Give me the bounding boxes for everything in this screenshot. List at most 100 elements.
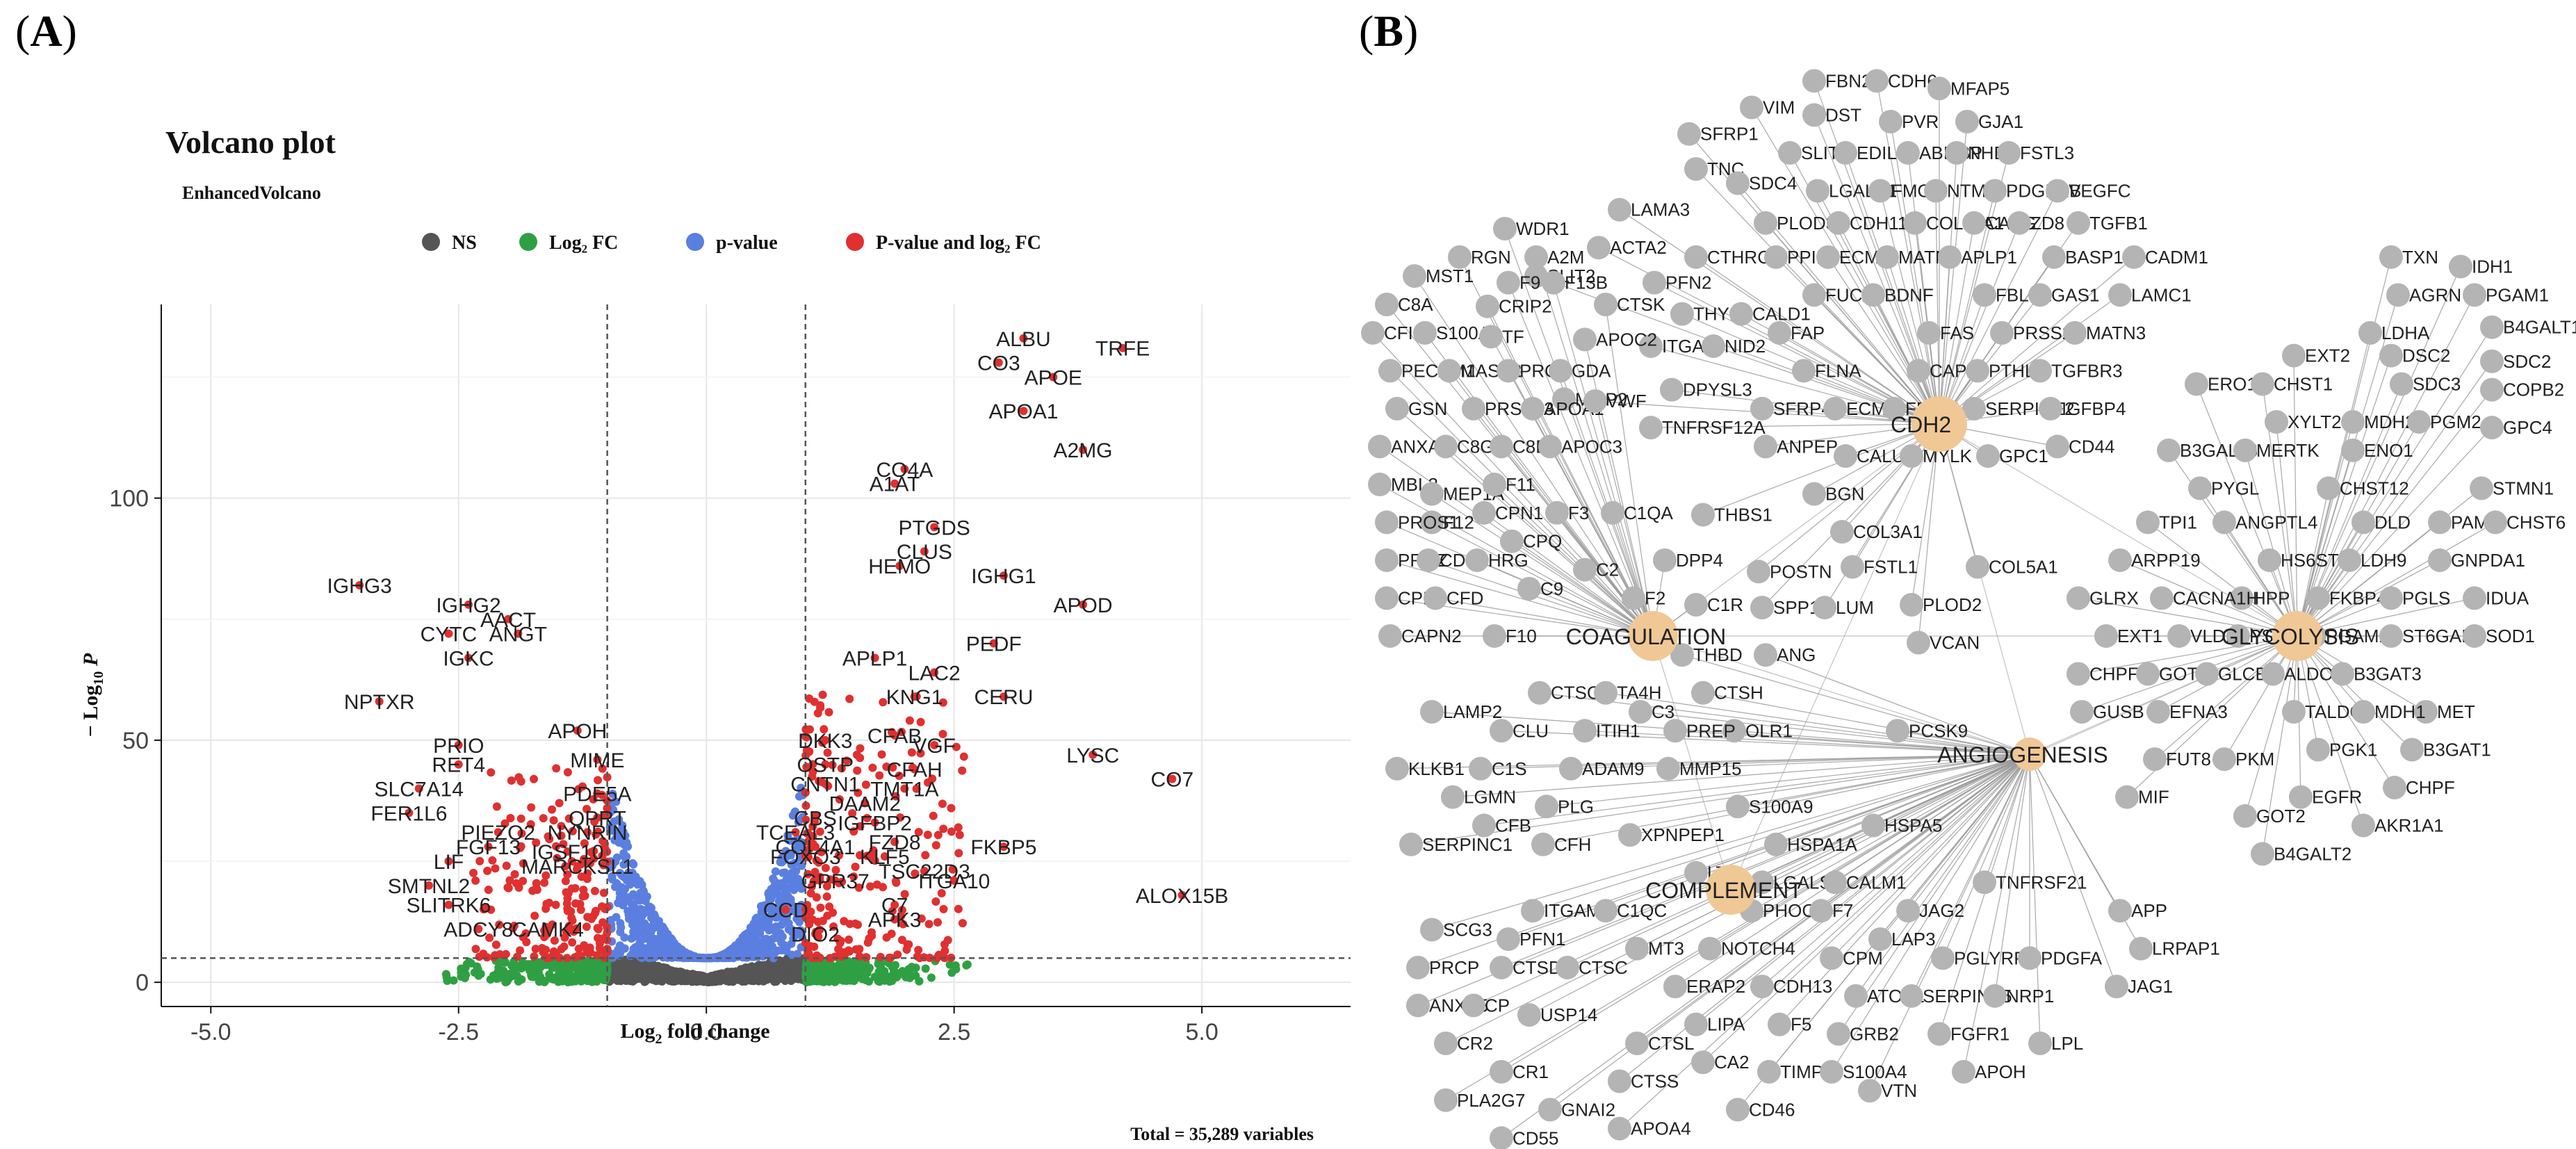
network-node <box>1406 993 1430 1018</box>
p-point <box>642 934 651 943</box>
fc-point <box>512 971 521 980</box>
panel-b-label: (B) <box>1359 6 1419 56</box>
network-node <box>2383 776 2406 800</box>
network-node <box>2282 700 2306 724</box>
point-label: ALOX15B <box>1136 885 1228 908</box>
sig-point <box>516 814 525 823</box>
network-node <box>1809 899 1833 923</box>
sig-point <box>812 856 821 865</box>
sig-point <box>842 756 851 765</box>
fc-point <box>860 965 869 975</box>
network-node <box>1820 1059 1843 1084</box>
labeled-point <box>890 479 899 488</box>
hub-node <box>1706 865 1756 915</box>
network-node <box>1747 560 1770 584</box>
labeled-point <box>870 818 879 827</box>
network-node <box>1608 1116 1631 1141</box>
p-point <box>616 928 625 937</box>
network-node <box>1368 472 1392 496</box>
sig-point <box>818 690 827 699</box>
sig-point <box>540 878 549 887</box>
labeled-point <box>454 760 463 769</box>
point-label: CERU <box>974 686 1033 709</box>
p-point <box>644 906 653 915</box>
network-node <box>1896 140 1920 165</box>
network-node <box>1823 396 1847 421</box>
point-label: APOH <box>548 720 607 743</box>
sig-point <box>549 816 558 825</box>
network-node <box>2484 510 2507 535</box>
labeled-point <box>870 653 879 662</box>
network-node-label: PGAM1 <box>2486 284 2549 305</box>
labeled-point <box>494 828 503 837</box>
x-tick-label: -5.0 <box>190 1019 231 1045</box>
sig-point <box>560 942 569 951</box>
point-label: IGHG2 <box>436 594 500 617</box>
sig-point <box>902 945 911 954</box>
network-node <box>1684 593 1708 617</box>
network-node-label: PCSK9 <box>1909 720 1968 741</box>
point-label: PRIO <box>433 735 484 758</box>
network-node-label: A2M <box>1547 247 1584 268</box>
network-node-label: LAP3 <box>1891 929 1936 950</box>
network-node <box>2317 476 2340 500</box>
ns-point <box>632 963 641 972</box>
sig-point <box>801 815 810 824</box>
network-node <box>1670 302 1694 326</box>
network-node <box>1542 270 1565 295</box>
sig-point <box>958 919 967 928</box>
labeled-point <box>811 929 820 938</box>
labeled-point <box>781 905 790 914</box>
point-label: CO3 <box>977 352 1020 375</box>
network-node-label: CR1 <box>1513 1061 1549 1082</box>
point-label: ADCY8 <box>443 919 513 942</box>
p-point <box>621 884 630 893</box>
network-edge <box>1584 339 1654 637</box>
network-node-label: IDUA <box>2486 587 2529 608</box>
p-point <box>790 858 799 867</box>
network-node <box>1594 681 1617 705</box>
network-node-label: PFN1 <box>1519 929 1565 950</box>
sig-point <box>821 863 830 872</box>
network-node <box>1642 270 1666 295</box>
network-edge <box>1855 753 2030 997</box>
network-node-label: PGLYRP <box>1954 947 2026 968</box>
network-node <box>1490 719 1513 743</box>
network-node <box>1945 140 1968 165</box>
network-node <box>1927 76 1951 101</box>
network-edge <box>1605 304 1654 637</box>
p-point <box>612 797 621 806</box>
network-node-label: TA4H <box>1617 683 1662 703</box>
network-edge <box>2297 450 2354 637</box>
sig-point <box>582 947 592 956</box>
network-node <box>2428 548 2452 572</box>
point-label: ANGT <box>489 624 547 646</box>
network-node-label: CHPF <box>2406 777 2455 798</box>
sig-point <box>519 877 528 886</box>
p-point <box>633 910 642 919</box>
network-node <box>2066 586 2090 610</box>
network-node-label: S100A9 <box>1749 796 1813 817</box>
network-edge <box>1695 753 2030 1025</box>
network-node <box>2258 548 2281 572</box>
network-node <box>2066 662 2090 686</box>
network-edge <box>2029 753 2041 1044</box>
sig-point <box>938 698 947 707</box>
network-node <box>1476 294 1499 318</box>
sig-point <box>845 694 854 703</box>
network-node <box>1677 122 1701 146</box>
network-node <box>1399 832 1423 856</box>
network-node-label: PLOD3 <box>1777 213 1836 234</box>
network-edge <box>1417 753 2030 968</box>
network-node-label: LUM <box>1836 597 1874 618</box>
network-node-label: DLD <box>2374 512 2411 532</box>
network-node <box>1375 548 1399 572</box>
network-edge <box>1831 753 2030 1073</box>
network-node-label: HSPA1A <box>1787 834 1857 855</box>
sig-point <box>479 950 488 959</box>
network-node-label: LDHA <box>2381 323 2430 343</box>
network-edge <box>1483 753 2030 826</box>
network-node <box>1420 918 1444 942</box>
sig-point <box>603 903 612 912</box>
